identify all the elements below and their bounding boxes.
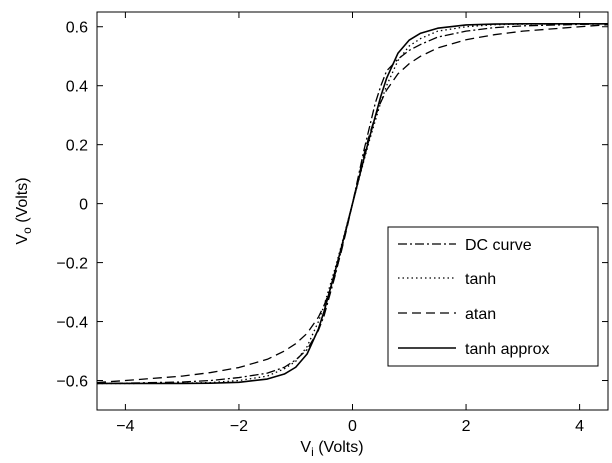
legend-label-tanh: tanh (465, 271, 496, 288)
x-axis-label: Vi (Volts) (300, 439, 363, 459)
y-axis-label: Vo (Volts) (14, 177, 34, 244)
x-tick-label: 4 (575, 418, 584, 435)
legend: DC curve tanh atan tanh approx (387, 226, 599, 367)
legend-label-dc-curve: DC curve (465, 237, 532, 254)
y-tick-label: 0.2 (66, 138, 88, 155)
legend-label-tanh-approx: tanh approx (465, 341, 550, 358)
plot-frame (96, 11, 609, 411)
y-tick-label: 0.6 (66, 20, 88, 37)
legend-box (387, 226, 599, 367)
y-tick-label: −0.4 (56, 315, 88, 332)
legend-label-atan: atan (465, 306, 496, 323)
y-tick-label: 0.4 (66, 79, 88, 96)
y-tick-label: 0 (79, 197, 88, 214)
x-tick-label: 0 (348, 418, 357, 435)
series-line-dc-curve (96, 23, 609, 385)
series-line-tanh-approx (97, 22, 608, 385)
x-tick-label: 2 (462, 418, 471, 435)
x-tick-label: −2 (230, 418, 248, 435)
y-tick-label: −0.6 (56, 374, 88, 391)
series-line-tanh (97, 23, 608, 385)
x-tick-label: −4 (116, 418, 134, 435)
y-tick-label: −0.2 (56, 256, 88, 273)
